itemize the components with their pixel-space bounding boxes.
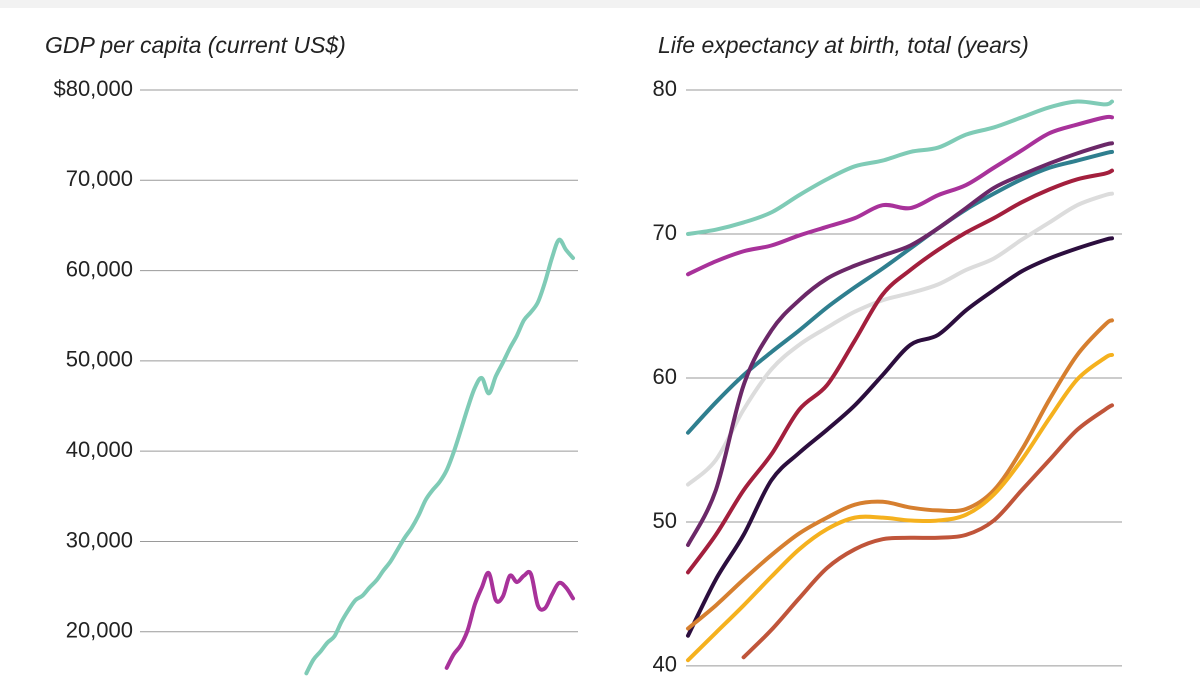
y-tick-label: 60,000 <box>66 256 133 281</box>
data-line <box>686 168 1114 575</box>
y-tick-label: 40 <box>653 652 677 676</box>
y-tick-label: 80 <box>653 76 677 101</box>
y-tick-label: 50 <box>653 508 677 533</box>
data-line <box>686 191 1114 487</box>
y-tick-label: 70,000 <box>66 166 133 191</box>
data-line <box>741 403 1114 660</box>
chart-title: GDP per capita (current US$) <box>45 32 346 58</box>
data-line <box>686 141 1114 547</box>
data-line <box>686 352 1114 663</box>
y-tick-label: 20,000 <box>66 618 133 643</box>
y-tick-label: 60 <box>653 364 677 389</box>
top-bar <box>0 0 1200 8</box>
data-line <box>304 237 575 676</box>
chart-title: Life expectancy at birth, total (years) <box>658 32 1029 58</box>
data-line <box>686 236 1114 638</box>
y-tick-label: 50,000 <box>66 347 133 372</box>
y-tick-label: 30,000 <box>66 527 133 552</box>
data-line <box>686 318 1114 631</box>
data-line <box>686 99 1114 236</box>
y-tick-label: $80,000 <box>53 76 133 101</box>
data-line <box>686 149 1114 435</box>
y-tick-label: 40,000 <box>66 437 133 462</box>
data-line <box>444 569 575 670</box>
data-line <box>686 114 1114 277</box>
y-tick-label: 70 <box>653 220 677 245</box>
